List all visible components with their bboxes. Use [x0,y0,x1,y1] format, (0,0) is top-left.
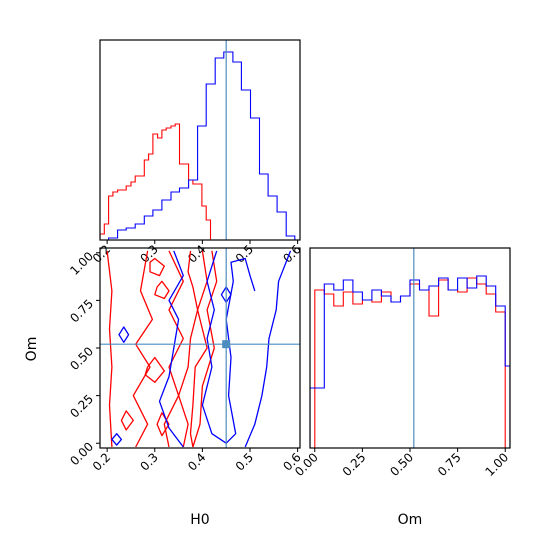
contour-island-red-4 [156,412,170,437]
om-hist-blue [310,275,510,448]
joint-x-tick-label-0.4: 0.4 [185,450,208,473]
joint-x-tick-label-0.3: 0.3 [138,450,161,473]
om-marginal-x-tick-label-0.25: 0.25 [340,450,369,479]
x-axis-label-om: Om [398,512,423,528]
contour-island-red-2 [144,356,165,383]
h0-marginal-frame [99,39,301,241]
contour-red-4 [189,250,208,448]
om-hist-red [314,277,506,448]
h0-hist-red [100,123,212,240]
om-marginal-x-tick-label-1.00: 1.00 [483,450,512,479]
joint-x-tick-label-0.5: 0.5 [233,450,256,473]
contour-red-0 [106,250,113,448]
x-axis-label-h0: H0 [190,512,209,528]
contour-island-blue-1 [220,286,232,303]
om-marginal-x-ticks: 0.00 0.25 0.50 0.75 1.00 [292,448,511,479]
joint-y-tick-label-0.75: 0.75 [67,297,96,326]
h0-marginal-x-tick-label-0.5: 0.5 [233,242,256,265]
panel-h0-marginal: 0.2 0.3 0.4 0.5 0.6 [90,39,304,266]
joint-y-tick-label-0.50: 0.50 [67,344,96,373]
panel-om-marginal: 0.00 0.25 0.50 0.75 1.00 Om [292,247,511,528]
om-marginal-x-tick-label-0.50: 0.50 [387,450,416,479]
contour-blue-1 [201,250,256,444]
joint-y-ticks: 0.000.250.500.751.00 [67,249,100,468]
joint-y-tick-label-0.25: 0.25 [67,392,96,421]
panel-joint-h0-om: 0.2 0.3 0.4 0.5 0.6 0.000.250.500.751.00 H0 … [24,247,304,528]
joint-x-ticks: 0.2 0.3 0.4 0.5 0.6 [90,448,304,474]
contour-red-1 [132,250,154,448]
h0-marginal-x-tick-label-0.2: 0.2 [90,242,113,265]
contour-red-5 [192,250,218,448]
contour-island-red-3 [120,410,134,431]
y-axis-label-om: Om [24,337,40,362]
joint-truth-marker [222,340,231,349]
h0-marginal-x-ticks: 0.2 0.3 0.4 0.5 0.6 [90,240,304,266]
contour-blue-0 [158,250,184,448]
joint-x-tick-label-0.2: 0.2 [90,450,113,473]
contour-island-blue-2 [111,433,123,446]
h0-marginal-x-tick-label-0.3: 0.3 [138,242,161,265]
contour-island-red-0 [149,257,165,277]
om-marginal-frame [309,247,511,449]
contour-island-red-1 [154,280,170,300]
contour-island-blue-0 [118,326,130,343]
contour-red-3 [177,250,199,448]
contour-blue-2 [244,250,292,448]
h0-hist-blue [100,51,296,240]
om-marginal-x-tick-label-0.75: 0.75 [435,450,464,479]
